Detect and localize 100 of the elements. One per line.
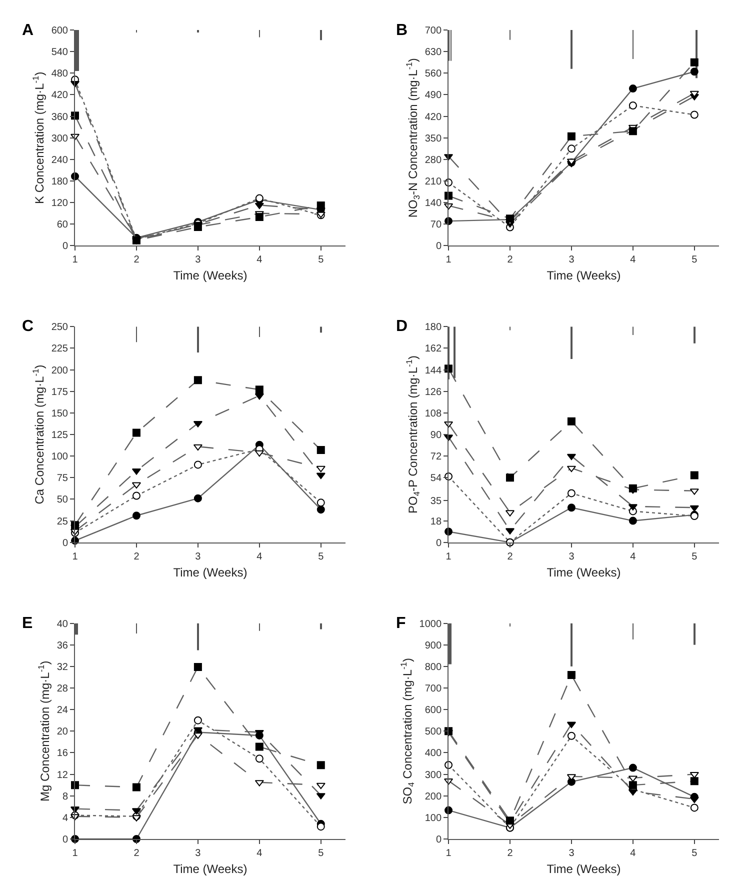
x-tick-label: 3 bbox=[568, 254, 575, 266]
y-tick-label: 150 bbox=[51, 408, 68, 420]
y-tick-label: 4 bbox=[62, 812, 68, 824]
y-tick-label: 300 bbox=[424, 770, 442, 781]
y-tick-label: 630 bbox=[424, 47, 442, 58]
x-tick-label: 5 bbox=[318, 848, 324, 859]
chart-title: B bbox=[396, 22, 408, 39]
y-tick-label: 12 bbox=[56, 770, 68, 781]
x-axis-title: Time (Weeks) bbox=[546, 268, 621, 283]
y-tick-label: 40 bbox=[56, 618, 68, 630]
x-tick-label: 2 bbox=[507, 551, 514, 562]
y-tick-label: 360 bbox=[51, 112, 68, 123]
y-tick-label: 600 bbox=[424, 705, 442, 716]
y-tick-label: 490 bbox=[424, 90, 442, 102]
y-tick-label: 50 bbox=[56, 494, 68, 506]
x-tick-label: 5 bbox=[692, 848, 698, 859]
x-tick-label: 3 bbox=[195, 848, 202, 859]
y-tick-label: 480 bbox=[51, 68, 68, 80]
y-tick-label: 35 bbox=[430, 496, 442, 507]
x-tick-label: 4 bbox=[630, 254, 636, 266]
y-tick-label: 100 bbox=[424, 812, 442, 824]
x-tick-label: 1 bbox=[446, 254, 452, 266]
x-tick-label: 4 bbox=[256, 254, 263, 266]
x-axis-title: Time (Weeks) bbox=[546, 862, 621, 876]
x-axis-title: Time (Weeks) bbox=[173, 268, 248, 283]
y-tick-label: 0 bbox=[62, 538, 68, 549]
y-tick-label: 200 bbox=[51, 365, 68, 376]
x-tick-label: 5 bbox=[318, 254, 324, 266]
x-tick-label: 2 bbox=[134, 551, 140, 562]
y-tick-label: 32 bbox=[56, 662, 68, 673]
y-tick-label: 700 bbox=[424, 26, 442, 36]
y-tick-label: 175 bbox=[51, 386, 68, 398]
y-tick-label: 28 bbox=[56, 683, 68, 694]
y-tick-label: 250 bbox=[51, 322, 68, 334]
y-tick-label: 1000 bbox=[419, 618, 442, 630]
y-tick-label: 18 bbox=[430, 516, 442, 528]
y-tick-label: 75 bbox=[56, 473, 68, 484]
x-tick-label: 2 bbox=[134, 848, 140, 859]
y-tick-label: 8 bbox=[62, 791, 68, 802]
y-tick-label: 400 bbox=[424, 748, 442, 760]
x-tick-label: 4 bbox=[630, 551, 636, 562]
y-tick-label: 900 bbox=[424, 640, 442, 652]
y-tick-label: 350 bbox=[424, 133, 442, 144]
y-tick-label: 225 bbox=[51, 344, 68, 355]
x-tick-label: 1 bbox=[446, 551, 452, 562]
y-tick-label: 120 bbox=[51, 198, 68, 210]
y-tick-label: 210 bbox=[424, 176, 442, 188]
x-tick-label: 1 bbox=[72, 254, 78, 266]
x-tick-label: 5 bbox=[692, 551, 698, 562]
y-tick-label: 54 bbox=[430, 473, 442, 484]
y-tick-label: 280 bbox=[424, 154, 442, 166]
chart-title: F bbox=[396, 615, 406, 632]
x-tick-label: 3 bbox=[195, 254, 202, 266]
y-tick-label: 0 bbox=[62, 834, 68, 846]
y-tick-label: 144 bbox=[424, 365, 442, 376]
x-tick-label: 2 bbox=[134, 254, 140, 266]
y-tick-label: 25 bbox=[56, 516, 68, 528]
chart-title: C bbox=[22, 318, 34, 335]
y-tick-label: 16 bbox=[56, 748, 68, 760]
y-tick-label: 108 bbox=[424, 408, 442, 420]
x-axis-title: Time (Weeks) bbox=[173, 862, 248, 876]
x-tick-label: 1 bbox=[72, 551, 78, 562]
y-tick-label: 125 bbox=[51, 430, 68, 442]
y-tick-label: 140 bbox=[424, 198, 442, 210]
x-tick-label: 3 bbox=[568, 551, 575, 562]
y-tick-label: 560 bbox=[424, 68, 442, 80]
x-tick-label: 1 bbox=[72, 848, 78, 859]
x-axis-title: Time (Weeks) bbox=[546, 565, 621, 580]
y-tick-label: 0 bbox=[436, 834, 442, 846]
y-tick-label: 420 bbox=[51, 90, 68, 102]
y-tick-label: 600 bbox=[51, 26, 68, 36]
y-tick-label: 540 bbox=[51, 47, 68, 58]
x-tick-label: 4 bbox=[256, 848, 263, 859]
x-axis-title: Time (Weeks) bbox=[173, 565, 248, 580]
y-tick-label: 162 bbox=[424, 344, 442, 355]
chart-title: E bbox=[22, 615, 33, 632]
x-tick-label: 4 bbox=[256, 551, 263, 562]
y-tick-label: 24 bbox=[56, 705, 68, 716]
y-tick-label: 300 bbox=[51, 133, 68, 144]
y-tick-label: 60 bbox=[56, 220, 68, 231]
x-tick-label: 5 bbox=[318, 551, 324, 562]
y-tick-label: 70 bbox=[430, 220, 442, 231]
y-tick-label: 126 bbox=[424, 386, 442, 398]
x-tick-label: 3 bbox=[195, 551, 202, 562]
x-tick-label: 2 bbox=[507, 848, 514, 859]
chart-title: A bbox=[22, 22, 34, 39]
x-tick-label: 5 bbox=[692, 254, 698, 266]
y-tick-label: 72 bbox=[430, 452, 442, 463]
chart-title: D bbox=[396, 318, 408, 335]
y-tick-label: 500 bbox=[424, 726, 442, 738]
y-tick-label: 0 bbox=[62, 241, 68, 252]
y-tick-label: 800 bbox=[424, 662, 442, 673]
y-tick-label: 200 bbox=[424, 791, 442, 802]
y-tick-label: 100 bbox=[51, 452, 68, 463]
y-tick-label: 180 bbox=[424, 322, 442, 334]
x-tick-label: 4 bbox=[630, 848, 636, 859]
y-tick-label: 20 bbox=[56, 726, 68, 738]
x-tick-label: 2 bbox=[507, 254, 514, 266]
y-tick-label: 36 bbox=[56, 640, 68, 652]
y-tick-label: 700 bbox=[424, 683, 442, 694]
